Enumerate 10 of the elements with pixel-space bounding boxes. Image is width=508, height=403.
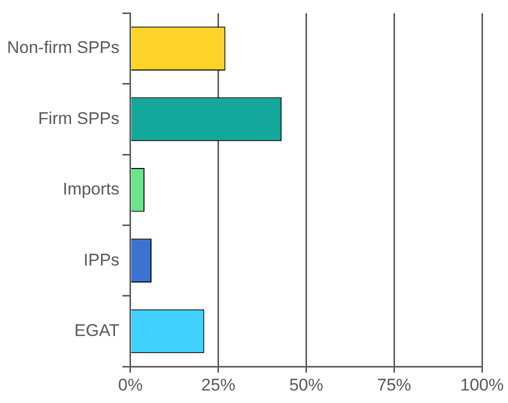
y-tick-label: Non-firm SPPs <box>6 38 120 58</box>
x-tick-label: 25% <box>201 375 236 394</box>
y-tick-label: Firm SPPs <box>38 108 120 128</box>
x-tick-label: 50% <box>289 375 324 394</box>
y-tick-label: EGAT <box>74 320 120 340</box>
x-tick-label: 100% <box>460 375 504 394</box>
y-tick-label: Imports <box>62 180 120 199</box>
x-tick-label: 75% <box>377 375 412 394</box>
x-tick-label: 0% <box>118 375 143 394</box>
y-tick-label: IPPs <box>84 250 120 270</box>
